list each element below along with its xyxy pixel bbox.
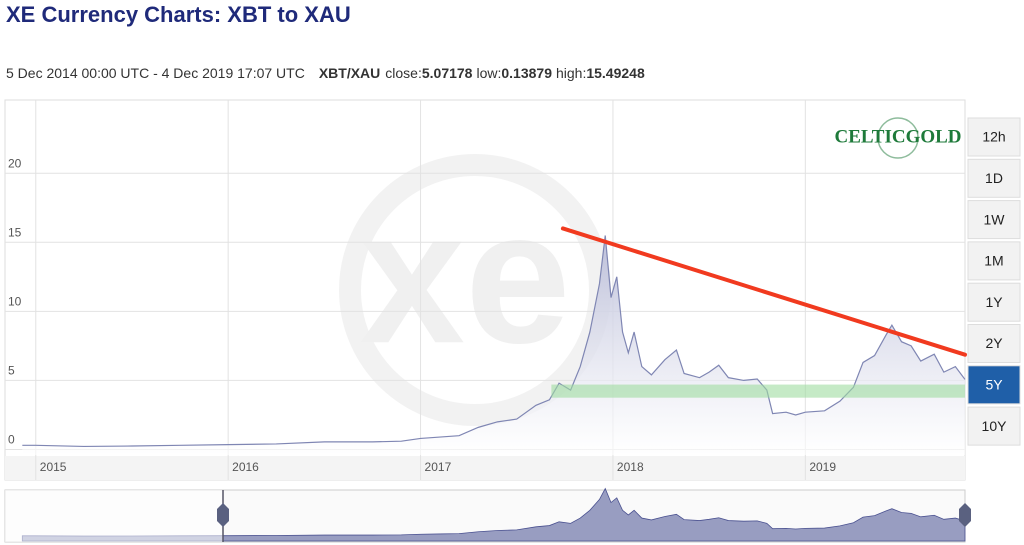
navigator-handle[interactable] — [217, 503, 229, 527]
range-button-bg — [967, 158, 1021, 198]
x-tick-label: 2016 — [232, 460, 259, 474]
date-range: 5 Dec 2014 00:00 UTC - 4 Dec 2019 17:07 … — [6, 65, 305, 81]
range-button-label: 1M — [984, 253, 1003, 269]
stat-label: low: — [476, 65, 501, 81]
stat-value: 0.13879 — [501, 65, 552, 81]
logo: CELTICGOLD — [834, 117, 962, 168]
range-button-bg — [967, 200, 1021, 240]
navigator-handle[interactable] — [959, 503, 971, 527]
navigator-mask — [5, 490, 223, 542]
range-button-label: 1W — [984, 211, 1006, 227]
area-fill — [22, 235, 965, 455]
range-button-bg — [967, 117, 1021, 157]
range-button[interactable]: 12h — [967, 117, 1021, 157]
pair: XBT/XAU — [319, 65, 380, 81]
range-button[interactable]: 10Y — [967, 406, 1021, 446]
range-button[interactable]: 2Y — [967, 324, 1021, 363]
x-tick-label: 2017 — [425, 460, 452, 474]
chart-title: XE Currency Charts: XBT to XAU — [6, 2, 351, 27]
range-button-bg — [967, 282, 1021, 322]
y-tick-label: 5 — [8, 364, 15, 378]
range-button-bg — [967, 241, 1021, 281]
range-button-label: 1D — [985, 170, 1003, 186]
x-tick-label: 2019 — [809, 460, 836, 474]
series-line — [22, 235, 966, 448]
range-button-bg — [967, 365, 1021, 405]
logo-text: CELTICGOLD — [834, 126, 961, 147]
range-button[interactable]: 5Y — [967, 365, 1021, 405]
trend-line — [560, 226, 967, 357]
support-band — [551, 384, 965, 398]
svg-text:xe: xe — [359, 171, 570, 383]
range-button-bg — [967, 406, 1021, 446]
range-button-label: 10Y — [982, 418, 1008, 434]
watermark: xe — [339, 154, 611, 426]
stat-value: 15.49248 — [586, 65, 645, 81]
subtitle: 5 Dec 2014 00:00 UTC - 4 Dec 2019 17:07 … — [6, 65, 645, 81]
navigator-area — [21, 487, 966, 542]
range-button-label: 12h — [982, 129, 1005, 145]
y-tick-label: 20 — [8, 156, 22, 170]
range-button[interactable]: 1W — [967, 200, 1021, 240]
range-button[interactable]: 1D — [967, 158, 1021, 198]
y-tick-label: 0 — [8, 433, 15, 447]
range-button-label: 1Y — [985, 294, 1003, 310]
logo-box — [836, 120, 960, 168]
y-tick-label: 15 — [8, 225, 22, 239]
y-tick-label: 10 — [8, 295, 22, 309]
range-button[interactable]: 1M — [967, 241, 1021, 281]
range-button-bg — [967, 324, 1021, 363]
range-button-label: 5Y — [985, 377, 1003, 393]
stat-label: close: — [385, 65, 422, 81]
range-button-label: 2Y — [985, 335, 1003, 351]
range-button[interactable]: 1Y — [967, 282, 1021, 322]
stat-label: high: — [556, 65, 586, 81]
x-tick-label: 2015 — [40, 460, 67, 474]
stat-value: 5.07178 — [422, 65, 473, 81]
x-tick-label: 2018 — [617, 460, 644, 474]
